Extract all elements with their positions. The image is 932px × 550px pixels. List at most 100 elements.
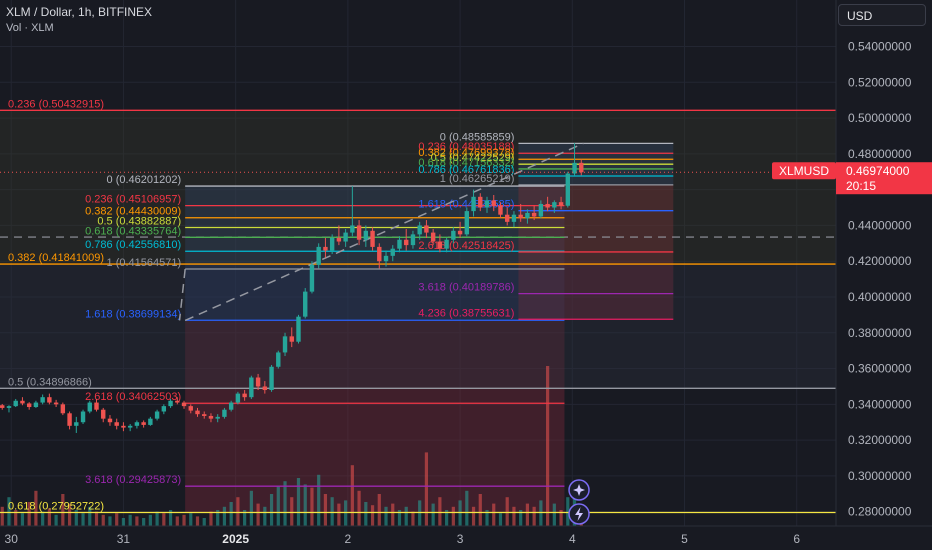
candle-body [484,200,490,208]
volume-bar [391,503,395,526]
candle-body [181,402,187,407]
candle-body [235,393,241,403]
currency-selector[interactable]: USD [838,4,926,26]
candle-body [397,239,402,249]
volume-bar [0,506,4,526]
fib-level-label: 0.236 (0.50432915) [8,98,104,110]
volume-bar [74,510,78,526]
volume-bar [209,511,213,526]
volume-bar [269,494,274,526]
candle-body [154,411,160,419]
candle-body [107,418,113,423]
volume-bar [256,503,260,526]
volume-bar [364,502,368,526]
fib-level-label: 1.618 (0.44823585) [418,199,514,211]
x-tick-label: 2025 [222,532,249,546]
volume-bar [323,494,328,526]
candle-body [148,418,153,425]
fib-level-label: 3.618 (0.40189786) [418,282,514,294]
candle-body [363,230,369,240]
volume-bar [61,494,65,526]
candle-body [74,422,79,426]
x-tick-label: 31 [117,532,131,546]
candle-body [40,397,45,403]
candle-body [424,225,429,233]
volume-bar [47,508,51,526]
fib-level-label: 1 (0.46265219) [440,173,515,185]
fib-level-label: 0 (0.46201202) [107,174,182,186]
volume-bar [34,490,38,526]
volume-title: Vol · XLM [6,22,54,34]
candle-body [114,422,119,426]
volume-bar [94,511,99,526]
volume-bar [81,513,85,526]
volume-bar [142,518,146,526]
candle-body [404,239,409,246]
volume-bar [310,487,314,526]
candle-body [329,237,335,251]
candle-body [141,422,146,425]
candle-body [471,196,476,212]
fib-level-label: 0.618 (0.27952722) [8,501,104,513]
candle-body [430,232,436,242]
x-tick-label: 5 [681,532,688,546]
volume-bar [411,511,415,526]
candle-body [20,400,25,404]
candle-body [410,234,416,246]
volume-bar [88,506,92,526]
volume-bar [20,513,25,526]
volume-bar [350,465,354,526]
volume-bar [41,511,45,526]
volume-bar [384,506,388,526]
volume-bar [492,503,496,526]
candle-body [175,400,180,403]
fib-level-label: 1 (0.41564571) [107,257,182,269]
candle-body [356,225,362,240]
trend-line [178,269,186,321]
fib-level-label: 0.618 (0.43335764) [85,225,181,237]
x-tick-label: 3 [457,532,464,546]
chart-title: XLM / Dollar, 1h, BITFINEX [6,5,153,19]
price-tag-symbol: XLMUSD [779,164,829,178]
candle-body [545,203,550,208]
volume-bar [566,497,570,526]
candle-body [94,402,99,410]
price-tag-value: 0.46974000 [846,164,910,178]
candle-body [309,264,315,292]
candle-body [303,291,308,317]
candle-body [538,203,544,217]
volume-bar [162,513,166,526]
y-tick-label: 0.40000000 [848,290,912,304]
candle-body [350,225,355,233]
y-tick-label: 0.54000000 [848,40,912,54]
x-tick-label: 4 [569,532,576,546]
volume-bar [317,474,321,526]
volume-bar [478,494,482,526]
y-tick-label: 0.38000000 [848,326,912,340]
candle-body [289,336,294,342]
sparkle-icon [568,479,590,501]
y-tick-label: 0.28000000 [848,505,912,519]
volume-layer [0,366,583,526]
volume-bar [222,506,227,526]
candle-body [336,237,342,242]
volume-bar [128,514,132,526]
volume-bar [377,494,381,526]
volume-bar [182,514,186,526]
volume-bar [290,497,294,526]
candle-body [188,406,193,411]
volume-bar [512,506,516,526]
candle-body [80,411,86,423]
candle-body [67,413,72,426]
candle-body [6,406,12,408]
volume-bar [525,503,530,526]
fib-zone [185,320,565,513]
fib-level-label: 2.618 (0.34062503) [85,391,181,403]
trend-line [184,142,584,322]
candle-body [269,366,274,391]
volume-bar [27,502,31,526]
volume-bar [424,452,429,526]
candle-body [53,402,59,405]
